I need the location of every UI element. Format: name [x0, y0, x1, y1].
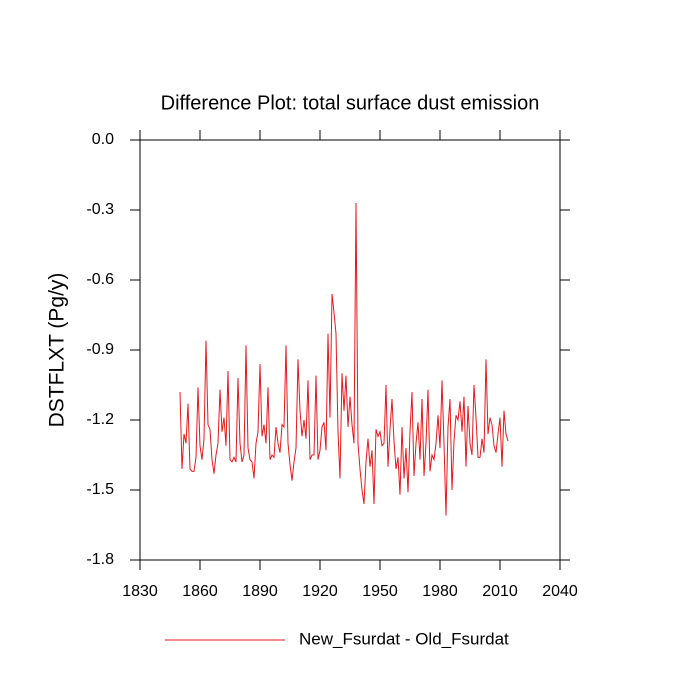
- x-tick-label: 2010: [482, 583, 518, 600]
- x-tick-label: 1890: [242, 583, 278, 600]
- y-tick-label: -0.3: [86, 201, 114, 218]
- data-line: [179, 202, 509, 516]
- x-tick-label: 1830: [122, 583, 158, 600]
- y-tick-label: -1.5: [86, 481, 114, 498]
- x-tick-label: 1920: [302, 583, 338, 600]
- plot-frame: [139, 139, 561, 561]
- y-axis-label: DSTFLXT (Pg/y): [46, 273, 69, 428]
- x-tick-label: 1980: [422, 583, 458, 600]
- legend-label: New_Fsurdat - Old_Fsurdat: [299, 629, 509, 648]
- y-tick-label: -0.6: [86, 271, 114, 288]
- x-tick-label: 2040: [542, 583, 578, 600]
- x-tick-label: 1950: [362, 583, 398, 600]
- x-tick-label: 1860: [182, 583, 218, 600]
- y-tick-label: -1.8: [86, 551, 114, 568]
- y-tick-label: -0.9: [86, 341, 114, 358]
- y-tick-label: -1.2: [86, 411, 114, 428]
- chart-title: Difference Plot: total surface dust emis…: [161, 92, 540, 114]
- y-tick-label: 0.0: [92, 131, 114, 148]
